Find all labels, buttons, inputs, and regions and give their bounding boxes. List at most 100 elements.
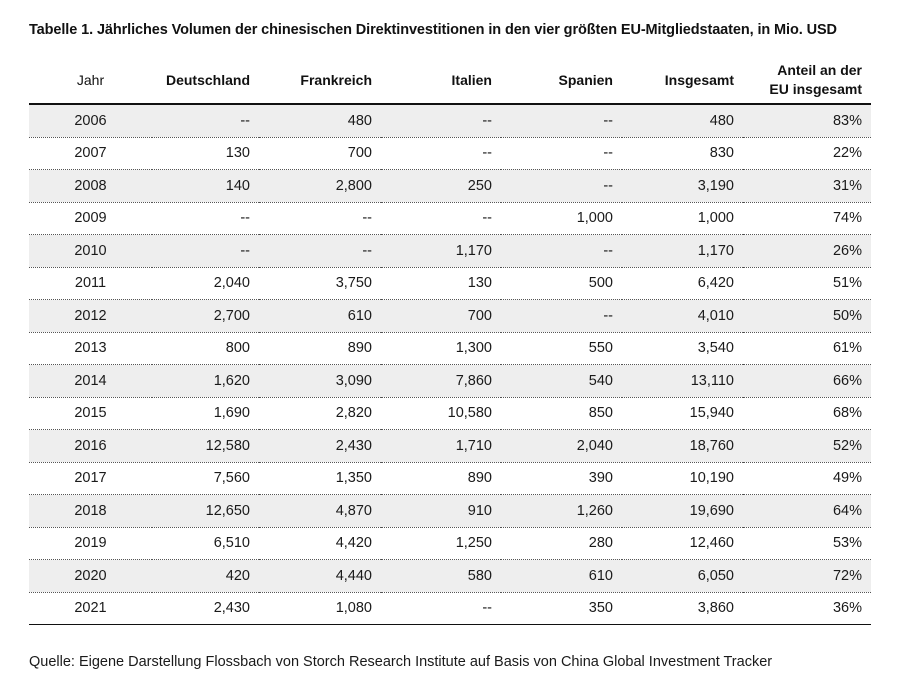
cell-frankreich: 1,350 (259, 462, 381, 495)
cell-italien: 910 (381, 494, 501, 528)
cell-frankreich: 610 (259, 299, 381, 333)
table-row: 2018 12,650 4,870 910 1,260 19,690 64% (29, 494, 871, 528)
cell-italien: -- (381, 137, 501, 170)
cell-spanien: 350 (501, 592, 622, 625)
header-anteil-line2: EU insgesamt (769, 81, 862, 97)
cell-spanien: 2,040 (501, 429, 622, 463)
cell-spanien: 540 (501, 364, 622, 398)
cell-jahr: 2014 (29, 364, 152, 398)
cell-anteil: 83% (743, 104, 871, 138)
table-row: 2013 800 890 1,300 550 3,540 61% (29, 332, 871, 365)
cell-frankreich: 480 (259, 104, 381, 138)
cell-jahr: 2016 (29, 429, 152, 463)
table-row: 2009 -- -- -- 1,000 1,000 74% (29, 202, 871, 235)
cell-insgesamt: 19,690 (622, 494, 743, 528)
cell-deutschland: 2,430 (152, 592, 259, 625)
cell-spanien: -- (501, 137, 622, 170)
cell-italien: 10,580 (381, 397, 501, 430)
cell-italien: 1,170 (381, 234, 501, 268)
cell-deutschland: -- (152, 234, 259, 268)
header-jahr: Jahr (29, 57, 152, 105)
cell-jahr: 2008 (29, 169, 152, 203)
cell-jahr: 2017 (29, 462, 152, 495)
table-row: 2008 140 2,800 250 -- 3,190 31% (29, 169, 871, 203)
cell-anteil: 66% (743, 364, 871, 398)
cell-insgesamt: 4,010 (622, 299, 743, 333)
cell-insgesamt: 1,170 (622, 234, 743, 268)
cell-deutschland: -- (152, 104, 259, 138)
cell-spanien: -- (501, 104, 622, 138)
cell-anteil: 61% (743, 332, 871, 365)
cell-italien: 250 (381, 169, 501, 203)
cell-insgesamt: 12,460 (622, 527, 743, 560)
cell-italien: -- (381, 202, 501, 235)
cell-deutschland: 12,650 (152, 494, 259, 528)
table-row: 2010 -- -- 1,170 -- 1,170 26% (29, 234, 871, 268)
table-row: 2015 1,690 2,820 10,580 850 15,940 68% (29, 397, 871, 430)
cell-spanien: 850 (501, 397, 622, 430)
cell-anteil: 51% (743, 267, 871, 300)
cell-anteil: 26% (743, 234, 871, 268)
cell-anteil: 49% (743, 462, 871, 495)
cell-insgesamt: 3,860 (622, 592, 743, 625)
cell-italien: 1,710 (381, 429, 501, 463)
cell-jahr: 2012 (29, 299, 152, 333)
header-insgesamt: Insgesamt (622, 57, 743, 105)
cell-jahr: 2007 (29, 137, 152, 170)
table-body: 2006 -- 480 -- -- 480 83% 2007 130 700 -- -- 830 22% 2… (29, 104, 871, 625)
cell-frankreich: -- (259, 202, 381, 235)
cell-frankreich: 3,750 (259, 267, 381, 300)
cell-deutschland: 1,690 (152, 397, 259, 430)
cell-spanien: 1,000 (501, 202, 622, 235)
cell-deutschland: 12,580 (152, 429, 259, 463)
cell-insgesamt: 3,540 (622, 332, 743, 365)
table-row: 2006 -- 480 -- -- 480 83% (29, 104, 871, 138)
table-row: 2007 130 700 -- -- 830 22% (29, 137, 871, 170)
cell-jahr: 2021 (29, 592, 152, 625)
cell-frankreich: -- (259, 234, 381, 268)
header-anteil-line1: Anteil an der (777, 62, 862, 78)
cell-spanien: -- (501, 169, 622, 203)
table-header: Jahr Deutschland Frankreich Italien Span… (29, 57, 871, 105)
cell-frankreich: 4,870 (259, 494, 381, 528)
table-row: 2016 12,580 2,430 1,710 2,040 18,760 52% (29, 429, 871, 463)
cell-insgesamt: 18,760 (622, 429, 743, 463)
cell-insgesamt: 6,050 (622, 559, 743, 593)
cell-italien: -- (381, 592, 501, 625)
cell-jahr: 2010 (29, 234, 152, 268)
cell-anteil: 22% (743, 137, 871, 170)
header-italien: Italien (381, 57, 501, 105)
cell-insgesamt: 1,000 (622, 202, 743, 235)
cell-anteil: 74% (743, 202, 871, 235)
cell-deutschland: 2,040 (152, 267, 259, 300)
table-row: 2020 420 4,440 580 610 6,050 72% (29, 559, 871, 593)
cell-jahr: 2011 (29, 267, 152, 300)
cell-jahr: 2006 (29, 104, 152, 138)
table-row: 2021 2,430 1,080 -- 350 3,860 36% (29, 592, 871, 625)
cell-jahr: 2009 (29, 202, 152, 235)
cell-jahr: 2013 (29, 332, 152, 365)
cell-anteil: 36% (743, 592, 871, 625)
cell-italien: 580 (381, 559, 501, 593)
cell-insgesamt: 15,940 (622, 397, 743, 430)
cell-deutschland: 7,560 (152, 462, 259, 495)
table-row: 2019 6,510 4,420 1,250 280 12,460 53% (29, 527, 871, 560)
cell-italien: 700 (381, 299, 501, 333)
cell-deutschland: 800 (152, 332, 259, 365)
cell-deutschland: 140 (152, 169, 259, 203)
cell-spanien: 280 (501, 527, 622, 560)
cell-frankreich: 890 (259, 332, 381, 365)
cell-insgesamt: 480 (622, 104, 743, 138)
cell-anteil: 53% (743, 527, 871, 560)
cell-frankreich: 700 (259, 137, 381, 170)
cell-jahr: 2018 (29, 494, 152, 528)
cell-insgesamt: 3,190 (622, 169, 743, 203)
cell-deutschland: 130 (152, 137, 259, 170)
cell-spanien: -- (501, 234, 622, 268)
cell-italien: 1,250 (381, 527, 501, 560)
cell-spanien: 390 (501, 462, 622, 495)
cell-anteil: 68% (743, 397, 871, 430)
cell-deutschland: -- (152, 202, 259, 235)
table-row: 2017 7,560 1,350 890 390 10,190 49% (29, 462, 871, 495)
cell-frankreich: 2,430 (259, 429, 381, 463)
